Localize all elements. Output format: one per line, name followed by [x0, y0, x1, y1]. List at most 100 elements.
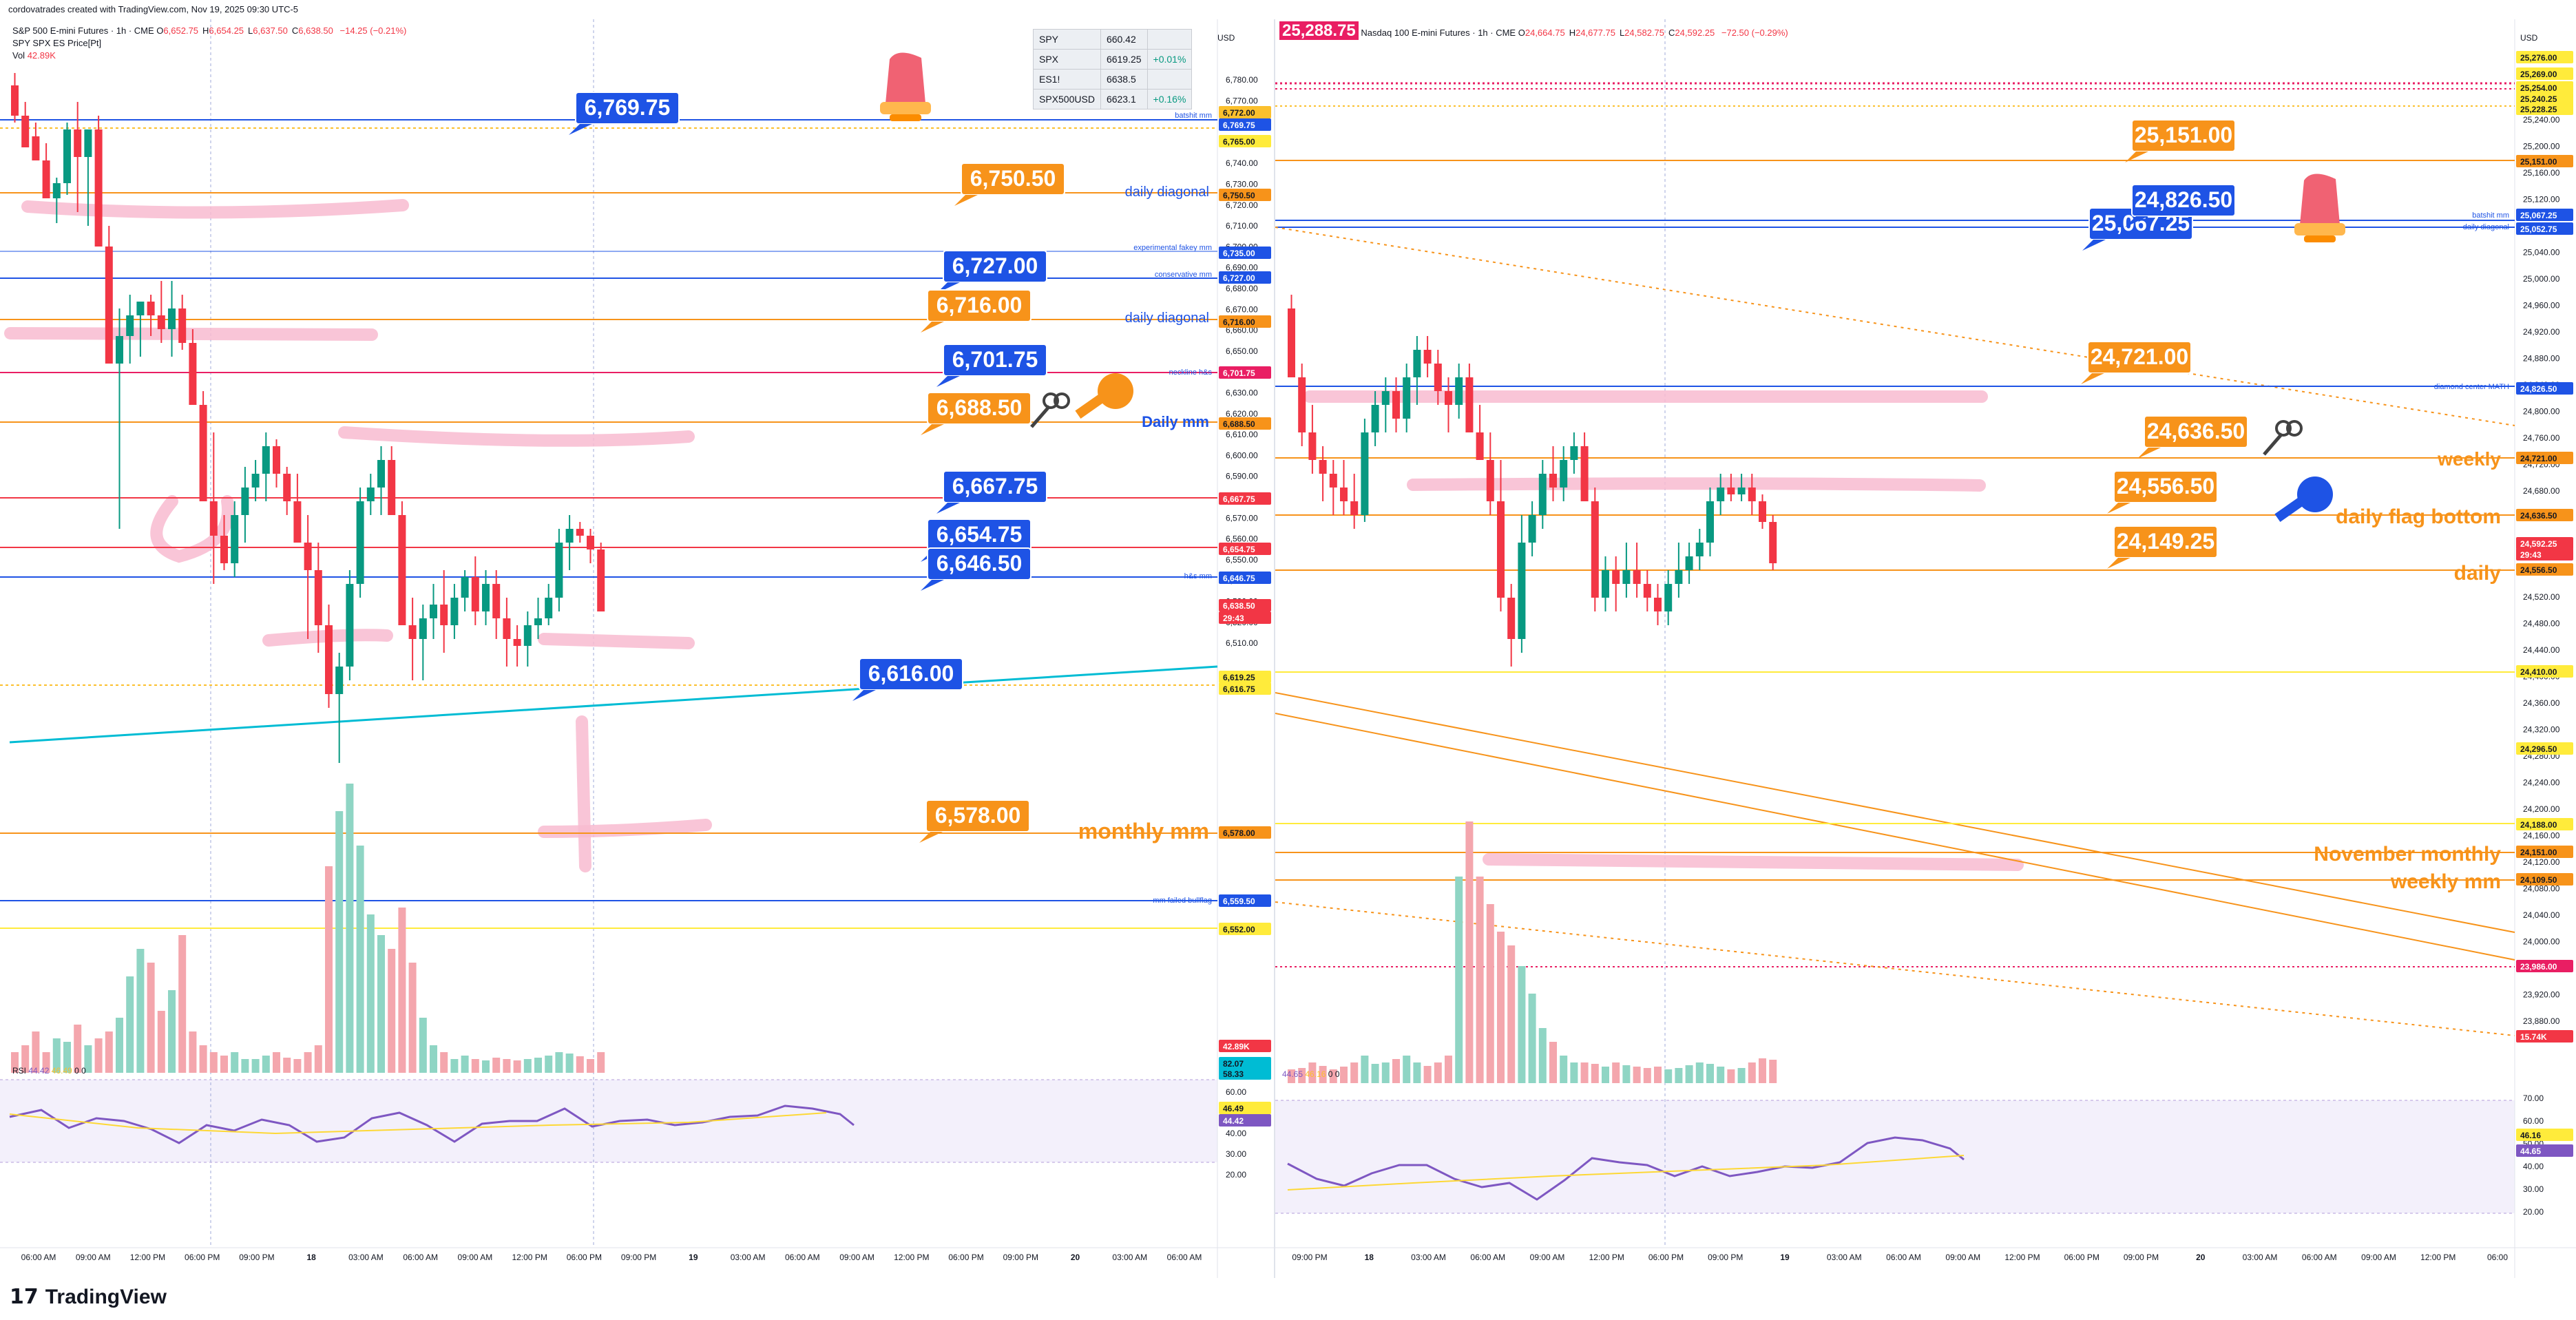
- time-tick-label[interactable]: 09:00 AM: [839, 1253, 875, 1262]
- time-tick-label[interactable]: 03:00 AM: [1827, 1253, 1862, 1262]
- price-axis-badge[interactable]: [1219, 417, 1271, 430]
- price-axis-badge[interactable]: [2516, 873, 2573, 886]
- level-line-label[interactable]: daily diagonal: [1125, 311, 1209, 326]
- level-line-label[interactable]: weekly mm: [2390, 870, 2501, 893]
- candle-body[interactable]: [366, 488, 375, 501]
- time-tick-label[interactable]: 09:00 PM: [621, 1253, 656, 1262]
- candle-body[interactable]: [105, 247, 113, 364]
- candle-body[interactable]: [304, 543, 312, 570]
- price-axis-badge[interactable]: [2516, 92, 2573, 105]
- key-icon[interactable]: [2274, 476, 2333, 522]
- cyan-trendline[interactable]: [9, 665, 1218, 744]
- candle-body[interactable]: [1633, 570, 1641, 584]
- level-line-label[interactable]: November monthly: [2314, 843, 2501, 866]
- es-volume-label[interactable]: Vol: [12, 50, 25, 61]
- candle-body[interactable]: [1664, 584, 1673, 611]
- price-callout[interactable]: [943, 470, 1047, 503]
- candle-body[interactable]: [126, 315, 134, 336]
- price-callout[interactable]: [2144, 415, 2248, 448]
- time-tick-label[interactable]: 03:00 AM: [348, 1253, 384, 1262]
- candle-body[interactable]: [1392, 391, 1400, 419]
- time-tick-label[interactable]: 12:00 PM: [894, 1253, 929, 1262]
- price-callout[interactable]: [2131, 184, 2236, 217]
- candle-body[interactable]: [1622, 570, 1631, 584]
- price-callout[interactable]: [2113, 470, 2218, 503]
- watchlist-row[interactable]: SPY 660.42: [1033, 29, 1193, 50]
- price-axis-badge[interactable]: [2516, 563, 2573, 576]
- candle-body[interactable]: [1612, 570, 1620, 584]
- candle-body[interactable]: [1319, 460, 1327, 474]
- time-tick-label[interactable]: 06:00 AM: [403, 1253, 438, 1262]
- candle-body[interactable]: [1445, 391, 1452, 405]
- price-callout[interactable]: [859, 658, 963, 691]
- time-tick-label[interactable]: 09:00 PM: [1292, 1253, 1327, 1262]
- candle-body[interactable]: [1476, 432, 1484, 460]
- price-callout[interactable]: [2087, 341, 2192, 374]
- price-axis-badge[interactable]: [2516, 1030, 2573, 1043]
- alarm-bell-icon[interactable]: [2294, 174, 2345, 242]
- candle-body[interactable]: [74, 129, 82, 157]
- candle-body[interactable]: [471, 577, 479, 611]
- candle-body[interactable]: [293, 501, 302, 543]
- price-axis-badge[interactable]: [1219, 1057, 1271, 1069]
- candle-body[interactable]: [1434, 364, 1442, 391]
- level-line-label[interactable]: h&s mm: [1184, 572, 1212, 580]
- chart-background[interactable]: [1275, 19, 2576, 1278]
- price-axis-badge[interactable]: [1219, 118, 1271, 131]
- candle-body[interactable]: [1381, 391, 1390, 405]
- time-tick-label[interactable]: 09:00 PM: [1708, 1253, 1743, 1262]
- candle-body[interactable]: [356, 501, 364, 584]
- candle-body[interactable]: [220, 536, 228, 563]
- candle-body[interactable]: [1423, 350, 1432, 364]
- price-axis-badge[interactable]: [1219, 599, 1271, 611]
- price-axis-badge[interactable]: [1219, 1114, 1271, 1127]
- es-rsi-label[interactable]: RSI: [12, 1066, 27, 1076]
- price-axis-badge[interactable]: [2516, 1129, 2573, 1141]
- candle-body[interactable]: [1528, 515, 1536, 543]
- candle-body[interactable]: [251, 474, 260, 488]
- level-line-label[interactable]: weekly: [2437, 448, 2501, 470]
- candle-body[interactable]: [1497, 501, 1505, 598]
- price-axis-badge[interactable]: [1219, 189, 1271, 201]
- candle-body[interactable]: [419, 618, 427, 639]
- candle-body[interactable]: [1769, 522, 1777, 563]
- candle-body[interactable]: [168, 308, 176, 329]
- es-indicator-name[interactable]: SPY SPX ES Price[Pt]: [12, 38, 102, 48]
- time-tick-label[interactable]: 06:00 AM: [1886, 1253, 1921, 1262]
- price-axis-badge[interactable]: [2516, 103, 2573, 115]
- price-axis-badge[interactable]: [1219, 682, 1271, 695]
- price-callout[interactable]: [2131, 119, 2236, 152]
- candle-body[interactable]: [11, 85, 19, 116]
- price-axis-badge[interactable]: [1219, 894, 1271, 907]
- time-tick-label[interactable]: 12:00 PM: [512, 1253, 547, 1262]
- candle-body[interactable]: [523, 625, 532, 646]
- candle-body[interactable]: [408, 625, 417, 639]
- price-axis-badge[interactable]: [2516, 81, 2573, 94]
- price-axis-badge[interactable]: [1219, 826, 1271, 839]
- time-tick-label[interactable]: 06:00 PM: [2064, 1253, 2099, 1262]
- candle-body[interactable]: [42, 160, 50, 198]
- price-axis-badge[interactable]: [1219, 543, 1271, 555]
- time-tick-label[interactable]: 09:00 PM: [239, 1253, 274, 1262]
- candle-body[interactable]: [32, 136, 40, 160]
- candle-body[interactable]: [1455, 377, 1463, 405]
- candle-body[interactable]: [84, 129, 92, 157]
- price-axis-badge[interactable]: [1219, 315, 1271, 328]
- price-axis-badge[interactable]: [1219, 611, 1271, 624]
- price-callout[interactable]: [925, 799, 1030, 832]
- price-axis-badge[interactable]: [2516, 509, 2573, 521]
- candle-body[interactable]: [1759, 501, 1766, 522]
- candle-body[interactable]: [513, 639, 521, 646]
- level-line-label[interactable]: experimental fakey mm: [1133, 244, 1212, 252]
- candle-body[interactable]: [1340, 488, 1348, 501]
- candle-body[interactable]: [283, 474, 291, 501]
- candle-body[interactable]: [534, 618, 542, 625]
- candle-body[interactable]: [388, 460, 396, 515]
- time-tick-label[interactable]: 12:00 PM: [1589, 1253, 1624, 1262]
- candle-body[interactable]: [1643, 584, 1651, 598]
- candle-body[interactable]: [377, 460, 385, 488]
- time-tick-label[interactable]: 09:00 PM: [1003, 1253, 1038, 1262]
- time-tick-label[interactable]: 20: [1071, 1253, 1080, 1262]
- price-axis-badge[interactable]: [2516, 1144, 2573, 1157]
- watchlist-row[interactable]: SPX500USD 6623.1 +0.16%: [1033, 89, 1193, 109]
